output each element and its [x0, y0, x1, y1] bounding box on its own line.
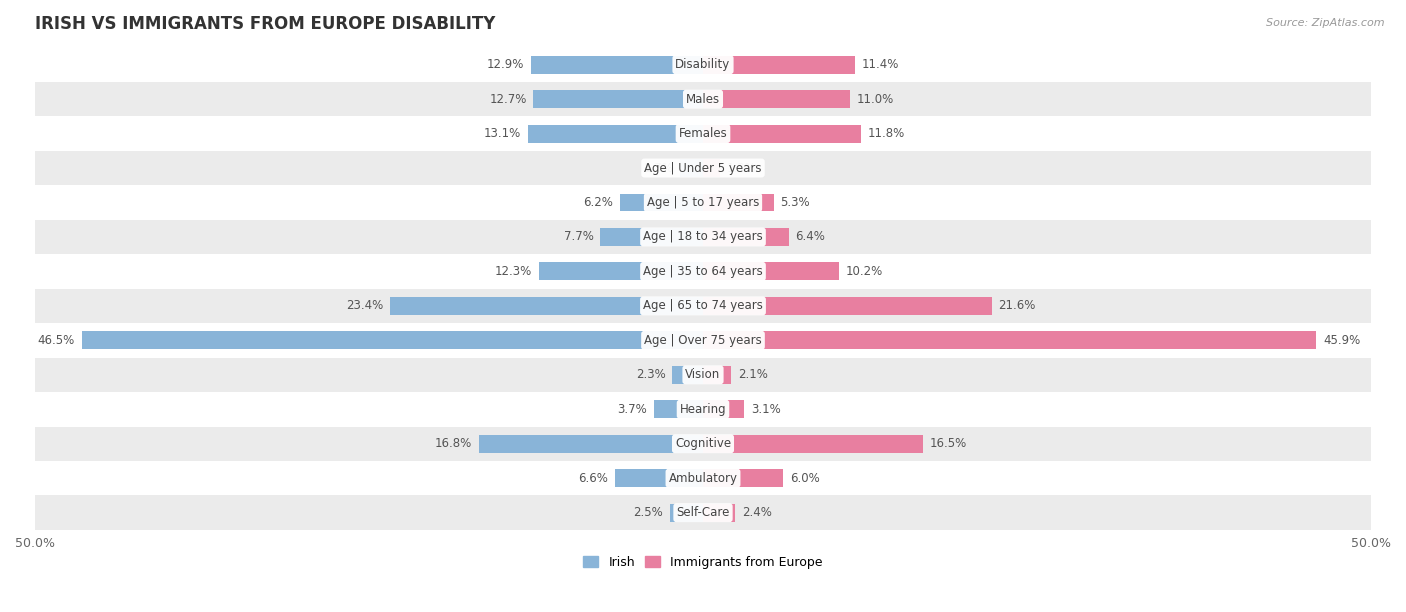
Bar — [538, 263, 703, 280]
Bar — [35, 392, 1371, 427]
Bar — [703, 56, 855, 73]
Text: 21.6%: 21.6% — [998, 299, 1036, 312]
Text: Cognitive: Cognitive — [675, 437, 731, 450]
Bar — [703, 193, 773, 212]
Text: 46.5%: 46.5% — [38, 334, 75, 347]
Bar — [391, 297, 703, 315]
Text: 5.3%: 5.3% — [780, 196, 810, 209]
Bar — [35, 323, 1371, 357]
Text: 6.6%: 6.6% — [578, 472, 609, 485]
Text: Ambulatory: Ambulatory — [668, 472, 738, 485]
Text: Age | 5 to 17 years: Age | 5 to 17 years — [647, 196, 759, 209]
Text: 12.3%: 12.3% — [495, 265, 531, 278]
Text: Disability: Disability — [675, 58, 731, 71]
Bar — [35, 116, 1371, 151]
Bar — [672, 366, 703, 384]
Bar — [35, 289, 1371, 323]
Bar — [703, 125, 860, 143]
Text: Source: ZipAtlas.com: Source: ZipAtlas.com — [1267, 18, 1385, 28]
Bar — [533, 90, 703, 108]
Bar — [35, 185, 1371, 220]
Bar — [35, 220, 1371, 254]
Bar — [35, 254, 1371, 289]
Bar — [35, 151, 1371, 185]
Text: 12.9%: 12.9% — [486, 58, 524, 71]
Text: 2.4%: 2.4% — [742, 506, 772, 519]
Text: 11.8%: 11.8% — [868, 127, 904, 140]
Bar — [703, 159, 720, 177]
Text: 11.0%: 11.0% — [856, 92, 894, 106]
Legend: Irish, Immigrants from Europe: Irish, Immigrants from Europe — [578, 551, 828, 574]
Text: 45.9%: 45.9% — [1323, 334, 1360, 347]
Text: 7.7%: 7.7% — [564, 231, 593, 244]
Text: 11.4%: 11.4% — [862, 58, 900, 71]
Bar — [478, 435, 703, 453]
Bar — [35, 47, 1371, 82]
Bar — [703, 435, 924, 453]
Bar — [620, 193, 703, 212]
Text: Age | 35 to 64 years: Age | 35 to 64 years — [643, 265, 763, 278]
Bar — [35, 461, 1371, 496]
Bar — [703, 263, 839, 280]
Bar — [703, 331, 1316, 349]
Bar — [35, 82, 1371, 116]
Bar — [529, 125, 703, 143]
Text: 6.4%: 6.4% — [796, 231, 825, 244]
Bar — [703, 228, 789, 246]
Text: 2.5%: 2.5% — [633, 506, 662, 519]
Text: 2.1%: 2.1% — [738, 368, 768, 381]
Bar — [35, 427, 1371, 461]
Text: Males: Males — [686, 92, 720, 106]
Text: Age | Over 75 years: Age | Over 75 years — [644, 334, 762, 347]
Text: IRISH VS IMMIGRANTS FROM EUROPE DISABILITY: IRISH VS IMMIGRANTS FROM EUROPE DISABILI… — [35, 15, 495, 33]
Text: 1.7%: 1.7% — [644, 162, 673, 174]
Bar — [35, 357, 1371, 392]
Bar — [703, 469, 783, 487]
Text: Females: Females — [679, 127, 727, 140]
Text: 12.7%: 12.7% — [489, 92, 527, 106]
Text: 6.0%: 6.0% — [790, 472, 820, 485]
Bar — [530, 56, 703, 73]
Bar — [703, 366, 731, 384]
Text: 16.5%: 16.5% — [931, 437, 967, 450]
Bar — [703, 504, 735, 521]
Text: Vision: Vision — [685, 368, 721, 381]
Text: 13.1%: 13.1% — [484, 127, 522, 140]
Text: 10.2%: 10.2% — [846, 265, 883, 278]
Text: Age | 65 to 74 years: Age | 65 to 74 years — [643, 299, 763, 312]
Bar — [703, 400, 744, 418]
Text: 1.3%: 1.3% — [727, 162, 756, 174]
Text: 3.1%: 3.1% — [751, 403, 780, 416]
Text: Age | 18 to 34 years: Age | 18 to 34 years — [643, 231, 763, 244]
Bar — [35, 496, 1371, 530]
Bar — [600, 228, 703, 246]
Bar — [654, 400, 703, 418]
Bar — [681, 159, 703, 177]
Bar — [614, 469, 703, 487]
Text: 2.3%: 2.3% — [636, 368, 665, 381]
Text: 16.8%: 16.8% — [434, 437, 472, 450]
Text: Hearing: Hearing — [679, 403, 727, 416]
Bar — [703, 297, 991, 315]
Bar — [703, 90, 851, 108]
Bar — [82, 331, 703, 349]
Text: Self-Care: Self-Care — [676, 506, 730, 519]
Text: 3.7%: 3.7% — [617, 403, 647, 416]
Bar — [669, 504, 703, 521]
Text: 23.4%: 23.4% — [346, 299, 384, 312]
Text: Age | Under 5 years: Age | Under 5 years — [644, 162, 762, 174]
Text: 6.2%: 6.2% — [583, 196, 613, 209]
